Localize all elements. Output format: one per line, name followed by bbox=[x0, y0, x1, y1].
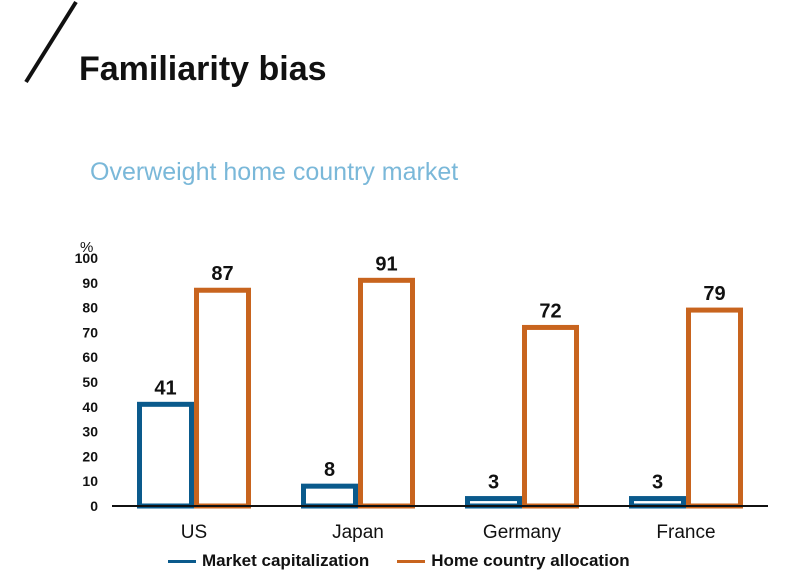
bar-home-allocation bbox=[686, 307, 743, 509]
data-label: 3 bbox=[652, 472, 663, 494]
bar-market-cap bbox=[465, 496, 522, 509]
legend-label-market-cap: Market capitalization bbox=[202, 551, 370, 570]
legend-item-home-alloc: Home country allocation bbox=[397, 551, 630, 571]
legend-label-home-alloc: Home country allocation bbox=[431, 551, 630, 570]
data-label: 41 bbox=[154, 377, 176, 399]
y-tick-label: 30 bbox=[82, 424, 98, 440]
y-tick-label: 50 bbox=[82, 374, 98, 390]
y-axis-label: % bbox=[80, 239, 93, 256]
data-label: 3 bbox=[488, 472, 499, 494]
data-label: 72 bbox=[539, 300, 561, 322]
y-tick-label: 80 bbox=[82, 300, 98, 316]
x-tick-label: US bbox=[181, 522, 207, 543]
y-tick-label: 10 bbox=[82, 473, 98, 489]
data-label: 8 bbox=[324, 459, 335, 481]
legend-item-market-cap: Market capitalization bbox=[168, 551, 369, 571]
bar-home-allocation bbox=[194, 287, 251, 509]
legend-swatch-home-alloc bbox=[397, 559, 426, 563]
data-label: 87 bbox=[211, 263, 233, 285]
page-title: Familiarity bias bbox=[79, 50, 327, 88]
data-label: 79 bbox=[703, 283, 725, 305]
x-tick-label: Germany bbox=[483, 522, 562, 543]
y-tick-label: 0 bbox=[90, 498, 98, 514]
bar-home-allocation bbox=[358, 277, 415, 509]
y-tick-label: 40 bbox=[82, 399, 98, 415]
page-subtitle: Overweight home country market bbox=[90, 158, 459, 186]
y-tick-label: 60 bbox=[82, 349, 98, 365]
bar-market-cap bbox=[137, 401, 194, 509]
y-tick-label: 100 bbox=[75, 250, 99, 266]
x-tick-label: Japan bbox=[332, 522, 384, 543]
legend-swatch-market-cap bbox=[168, 559, 196, 563]
chart-legend: Market capitalization Home country alloc… bbox=[168, 549, 630, 573]
bar-market-cap bbox=[301, 483, 358, 509]
y-tick-label: 90 bbox=[82, 275, 98, 291]
bar-market-cap bbox=[629, 496, 686, 509]
x-tick-label: France bbox=[656, 522, 715, 543]
decorative-slash bbox=[24, 0, 78, 84]
y-tick-label: 70 bbox=[82, 324, 98, 340]
bar-home-allocation bbox=[522, 324, 579, 509]
data-label: 91 bbox=[375, 253, 397, 275]
y-tick-label: 20 bbox=[82, 448, 98, 464]
